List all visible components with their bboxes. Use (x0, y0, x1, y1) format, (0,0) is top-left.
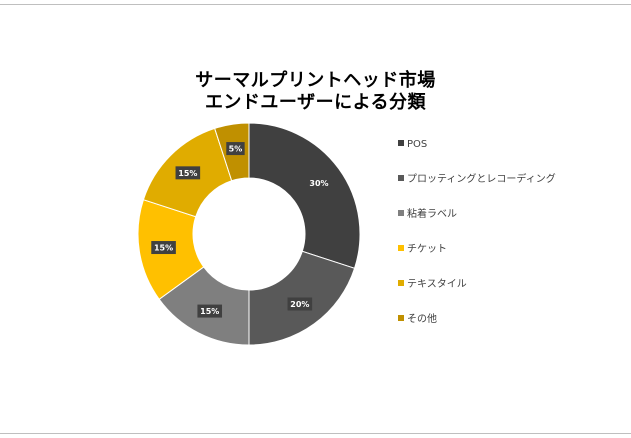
donut-slice-1 (248, 122, 361, 269)
chart-title-line-1: サーマルプリントヘッド市場 (195, 70, 436, 91)
data-label-6: 5% (226, 142, 245, 156)
data-label-5: 15% (175, 166, 201, 180)
data-label-1: 30% (306, 176, 332, 190)
data-label-2: 20% (287, 297, 313, 311)
legend-swatch (398, 210, 404, 216)
chart-title-line-2: エンドユーザーによる分類 (204, 92, 427, 113)
legend-item-6: その他 (398, 313, 437, 327)
data-label-box (287, 297, 313, 311)
data-label-text: 15% (178, 169, 197, 178)
legend-item-5: テキスタイル (398, 278, 467, 292)
data-label-text: 20% (290, 300, 309, 309)
legend-item-4: チケット (398, 243, 447, 257)
legend-item-1: POS (398, 138, 427, 152)
legend-item-3: 粘着ラベル (398, 208, 457, 222)
legend-item-2: プロッティングとレコーディング (398, 173, 556, 187)
legend-swatch (398, 315, 404, 321)
data-label-box (226, 142, 245, 156)
legend-label: チケット (407, 244, 447, 255)
data-label-box (197, 304, 223, 318)
legend-label: POS (407, 139, 428, 150)
legend-label: その他 (407, 314, 437, 325)
data-label-text: 5% (229, 145, 243, 154)
legend-label: 粘着ラベル (407, 209, 457, 220)
legend-swatch (398, 140, 404, 146)
legend-label: プロッティングとレコーディング (407, 174, 556, 185)
legend-swatch (398, 280, 404, 286)
data-label-box (306, 176, 332, 190)
legend-swatch (398, 245, 404, 251)
data-label-3: 15% (197, 304, 223, 318)
data-label-4: 15% (151, 241, 176, 255)
data-label-text: 15% (154, 244, 173, 253)
data-label-text: 15% (200, 307, 219, 316)
frame-bottom-border (0, 433, 631, 434)
chart-title: サーマルプリントヘッド市場 エンドユーザーによる分類 (0, 70, 631, 114)
data-label-box (175, 166, 201, 180)
legend-swatch (398, 175, 404, 181)
data-label-box (151, 241, 176, 255)
legend-label: テキスタイル (407, 279, 467, 290)
frame-top-border (0, 4, 631, 5)
data-label-text: 30% (309, 179, 328, 188)
